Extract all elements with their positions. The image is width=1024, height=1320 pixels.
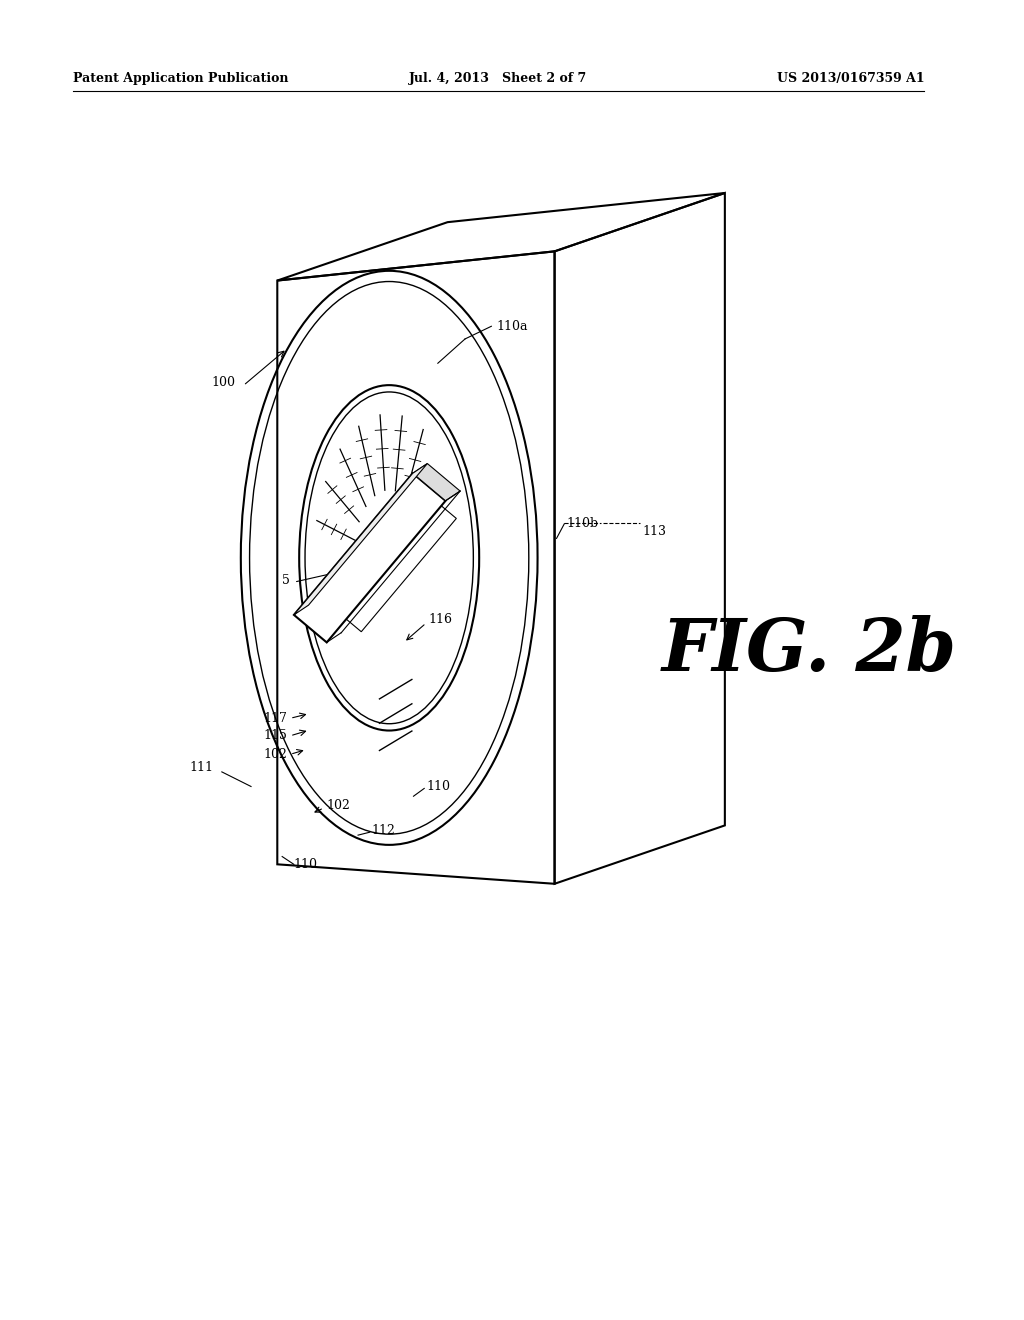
Polygon shape	[294, 463, 427, 615]
Text: 115: 115	[263, 730, 287, 742]
Text: 110: 110	[426, 780, 451, 793]
Text: 5: 5	[282, 574, 290, 586]
Text: 100: 100	[212, 376, 236, 389]
Polygon shape	[294, 474, 445, 643]
Text: Patent Application Publication: Patent Application Publication	[73, 71, 289, 84]
Text: FIG. 2b: FIG. 2b	[662, 615, 956, 686]
Text: 110: 110	[294, 858, 317, 871]
Polygon shape	[332, 494, 457, 632]
Text: 110b: 110b	[566, 517, 598, 531]
Text: 111: 111	[189, 760, 214, 774]
Text: US 2013/0167359 A1: US 2013/0167359 A1	[776, 71, 925, 84]
Text: 116: 116	[428, 612, 453, 626]
Text: 102: 102	[263, 748, 287, 760]
Polygon shape	[413, 463, 460, 500]
Text: Jul. 4, 2013   Sheet 2 of 7: Jul. 4, 2013 Sheet 2 of 7	[409, 71, 588, 84]
Text: 112: 112	[372, 824, 395, 837]
Text: 102: 102	[326, 800, 350, 812]
Text: 110a: 110a	[497, 319, 527, 333]
Text: 113: 113	[642, 525, 667, 539]
Text: 117: 117	[263, 711, 287, 725]
